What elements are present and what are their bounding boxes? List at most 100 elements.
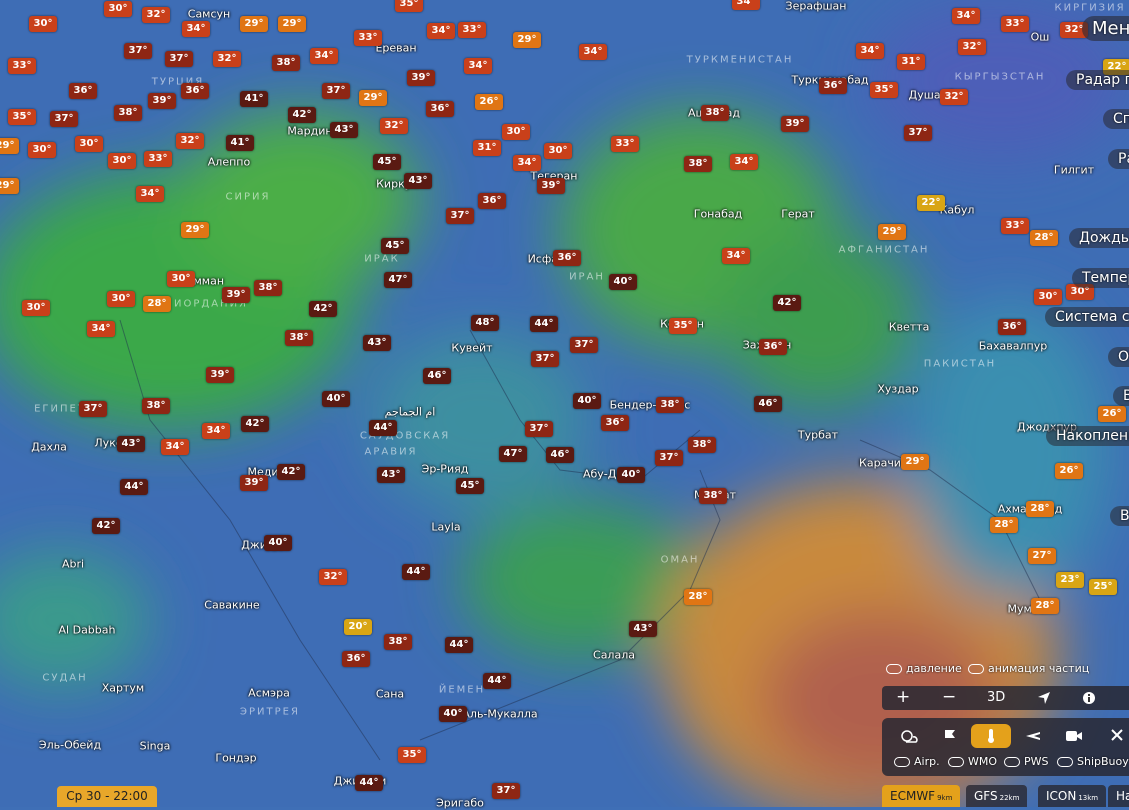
temperature-badge: 34° <box>513 155 541 171</box>
temperature-badge: 34° <box>732 0 760 10</box>
temperature-badge: 29° <box>0 178 19 194</box>
temperature-badge: 35° <box>8 109 36 125</box>
temperature-badge: 38° <box>688 437 716 453</box>
model-resolution: 9km <box>937 794 953 802</box>
temperature-layer-active[interactable] <box>971 724 1011 748</box>
model-icon[interactable]: ICON 13km <box>1038 785 1107 807</box>
temperature-badge: 29° <box>513 32 541 48</box>
plane-icon[interactable] <box>1025 728 1041 744</box>
model-name: ECMWF <box>890 789 936 803</box>
camera-icon[interactable] <box>1065 728 1083 744</box>
temperature-badge: 46° <box>754 396 782 412</box>
info-icon[interactable] <box>1082 691 1096 705</box>
temperature-badge: 32° <box>176 133 204 149</box>
temperature-badge: 20° <box>344 619 372 635</box>
temperature-badge: 36° <box>69 83 97 99</box>
flag-icon[interactable] <box>942 728 958 744</box>
model-gfs[interactable]: GFS 22km <box>966 785 1028 807</box>
menu-item[interactable]: Накопление д <box>1046 426 1129 446</box>
city-label: Гонабад <box>693 207 743 221</box>
city-label: Хуздар <box>877 382 919 396</box>
city-label: Эр-Рияд <box>421 462 469 476</box>
temperature-badge: 44° <box>483 673 511 689</box>
locate-icon[interactable] <box>1037 691 1051 705</box>
temperature-badge: 36° <box>426 101 454 117</box>
view-3d[interactable]: 3D <box>987 690 1006 705</box>
temperature-badge: 36° <box>478 193 506 209</box>
zoom-out[interactable]: − <box>942 687 957 707</box>
temperature-badge: 25° <box>1089 579 1117 595</box>
temperature-badge: 36° <box>759 339 787 355</box>
model-resolution: 13km <box>1078 794 1099 802</box>
menu-item[interactable]: Обл <box>1108 347 1129 367</box>
model-resolution: 22km <box>999 794 1020 802</box>
temperature-badge: 38° <box>272 55 300 71</box>
pws-toggle[interactable]: PWS <box>1004 755 1049 768</box>
airports-toggle[interactable]: Airp. <box>894 755 940 768</box>
menu-item[interactable]: Во <box>1113 386 1129 406</box>
country-label: ЕГИПЕТ <box>34 403 86 415</box>
temperature-badge: 23° <box>1056 572 1084 588</box>
menu-item[interactable]: Дождь, гр <box>1069 228 1129 248</box>
temperature-badge: 30° <box>22 300 50 316</box>
temperature-badge: 29° <box>181 222 209 238</box>
temperature-badge: 22° <box>917 195 945 211</box>
temperature-badge: 38° <box>142 398 170 414</box>
temperature-badge: 38° <box>701 105 729 121</box>
temperature-badge: 34° <box>952 8 980 24</box>
temperature-badge: 30° <box>1066 284 1094 300</box>
city-label: Зерафшан <box>785 0 847 13</box>
temperature-badge: 43° <box>404 173 432 189</box>
temperature-badge: 48° <box>471 315 499 331</box>
temperature-badge: 38° <box>656 397 684 413</box>
menu-item[interactable]: Темпера <box>1072 268 1129 288</box>
zoom-in[interactable]: + <box>896 687 911 707</box>
temperature-badge: 30° <box>1034 289 1062 305</box>
city-label: Герат <box>781 207 815 221</box>
particles-toggle[interactable]: анимация частиц <box>968 662 1089 675</box>
time-button[interactable]: Ср 30 - 22:00 <box>57 786 157 807</box>
temperature-badge: 29° <box>240 16 268 32</box>
temperature-badge: 34° <box>464 58 492 74</box>
temperature-badge: 30° <box>75 136 103 152</box>
shipbuoy-toggle[interactable]: ShipBuoy <box>1057 755 1129 768</box>
country-label: СУДАН <box>42 672 88 684</box>
temperature-badge: 34° <box>310 48 338 64</box>
temperature-badge: 38° <box>699 488 727 504</box>
temperature-badge: 32° <box>213 51 241 67</box>
city-label: Алеппо <box>207 155 251 169</box>
menu-item[interactable]: Спу <box>1103 109 1129 129</box>
temperature-badge: 30° <box>108 153 136 169</box>
temperature-badge: 33° <box>354 30 382 46</box>
pressure-toggle[interactable]: давление <box>886 662 962 675</box>
country-label: СИРИЯ <box>225 191 271 203</box>
temperature-badge: 43° <box>377 467 405 483</box>
temperature-badge: 32° <box>142 7 170 23</box>
model-ecmwf[interactable]: ECMWF 9km <box>882 785 961 807</box>
temperature-badge: 46° <box>423 368 451 384</box>
temperature-badge: 45° <box>381 238 409 254</box>
temperature-badge: 38° <box>114 105 142 121</box>
menu-item[interactable]: Вы <box>1110 506 1129 526</box>
wmo-toggle[interactable]: WMO <box>948 755 997 768</box>
temperature-badge: 37° <box>531 351 559 367</box>
temperature-badge: 29° <box>878 224 906 240</box>
close-icon[interactable] <box>1110 728 1124 744</box>
menu-item[interactable]: Система слеж <box>1045 307 1129 327</box>
menu-item[interactable]: Рад <box>1108 149 1129 169</box>
weather-icon[interactable] <box>900 728 918 744</box>
model-more[interactable]: Ha <box>1108 785 1129 807</box>
temperature-badge: 30° <box>107 291 135 307</box>
temperature-badge: 40° <box>573 393 601 409</box>
temperature-badge: 35° <box>395 0 423 12</box>
country-label: САУДОВСКАЯ <box>359 430 451 442</box>
temperature-badge: 42° <box>288 107 316 123</box>
temperature-badge: 39° <box>206 367 234 383</box>
menu-item[interactable]: Радар пог <box>1066 70 1129 90</box>
menu-button[interactable]: Мен <box>1082 16 1129 41</box>
temperature-badge: 30° <box>544 143 572 159</box>
city-label: ام الجماجم <box>384 405 436 419</box>
country-label: ИОРДАНИЯ <box>174 298 248 310</box>
temperature-badge: 35° <box>870 82 898 98</box>
